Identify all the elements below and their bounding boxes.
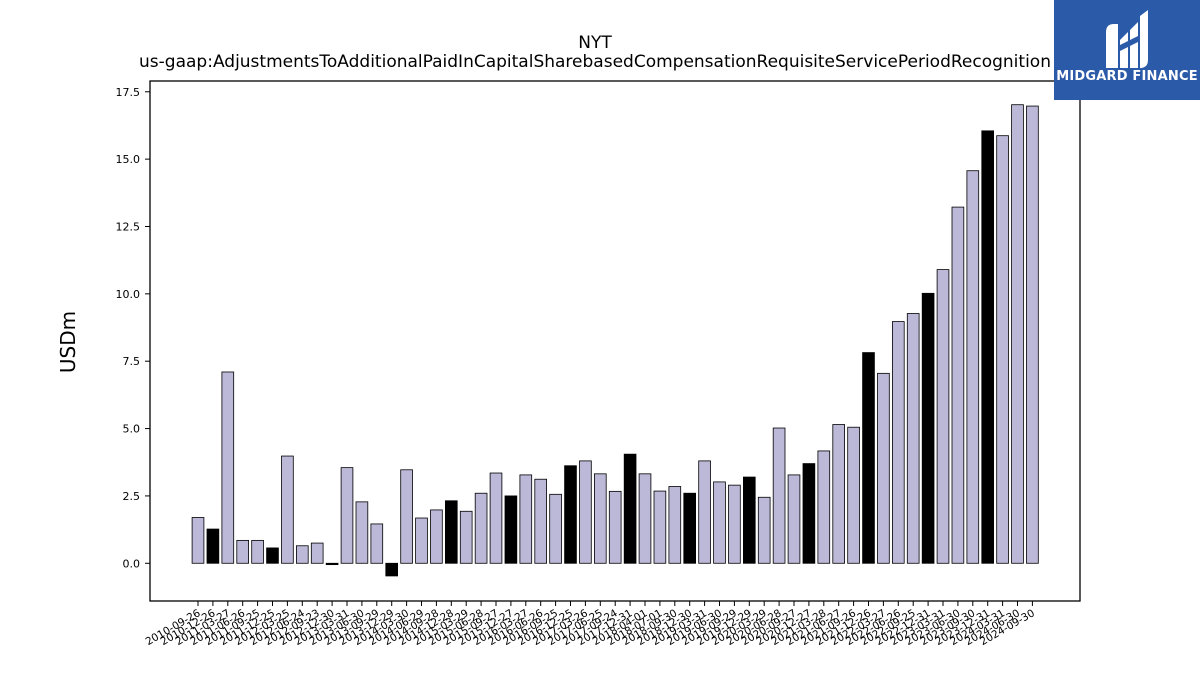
midgard-finance-logo: MIDGARD FINANCE [1054, 0, 1200, 100]
bar-2021-03-28 [817, 450, 831, 564]
midgard-logo-icon [1106, 10, 1148, 68]
bar-2020-09-27 [787, 474, 801, 564]
bar-2018-12-30 [683, 492, 696, 564]
bar-2015-03-29 [459, 510, 473, 564]
bar-2021-09-26 [847, 426, 860, 564]
bar-2024-09-30 [1026, 105, 1039, 564]
bar-2013-12-29 [385, 562, 398, 577]
bar-2012-06-24 [295, 545, 309, 564]
y-axis-label: USDm [56, 310, 80, 374]
bar-2012-09-23 [310, 542, 324, 564]
bar-2016-06-26 [534, 478, 547, 564]
bar-2013-09-29 [370, 523, 384, 564]
y-tick-label: 0.0 [123, 557, 141, 570]
bar-2021-06-27 [832, 424, 845, 564]
bar-2023-12-31 [981, 130, 994, 564]
chart-subtitle: us-gaap:AdjustmentsToAdditionalPaidInCap… [139, 52, 1051, 72]
bar-2024-06-30 [1011, 104, 1024, 564]
bar-2012-03-25 [281, 455, 294, 564]
bar-2012-12-30 [325, 562, 339, 566]
bar-2017-09-24 [608, 490, 622, 564]
y-tick-label: 5.0 [123, 423, 141, 436]
bar-2017-12-31 [623, 453, 637, 564]
bar-2020-12-27 [802, 463, 816, 564]
bar-2015-09-27 [489, 472, 503, 564]
bar-2010-09-26 [191, 517, 205, 564]
y-tick-label: 12.5 [116, 220, 141, 233]
bar-2016-12-25 [564, 465, 577, 564]
bar-2013-06-30 [355, 501, 369, 564]
y-tick-label: 10.0 [116, 288, 141, 301]
bar-2015-06-28 [474, 492, 488, 564]
bar-2018-07-01 [653, 490, 667, 564]
plot-frame [149, 80, 1081, 602]
bar-2021-12-26 [862, 352, 875, 564]
bar-2022-06-26 [892, 321, 905, 564]
bar-2019-03-31 [698, 460, 711, 564]
bar-2016-09-25 [549, 493, 562, 564]
bar-2015-12-27 [504, 495, 518, 564]
bar-2017-03-26 [579, 460, 592, 564]
x-axis: 2010-09-262010-12-262011-03-272011-06-26… [144, 601, 1037, 648]
bars [191, 104, 1039, 577]
bar-2014-03-30 [400, 469, 413, 564]
bar-2018-09-30 [668, 486, 682, 564]
bar-2019-12-29 [743, 476, 756, 564]
chart-title: NYT [578, 33, 612, 53]
y-tick-label: 2.5 [123, 490, 141, 503]
bar-2022-03-27 [877, 372, 890, 564]
bar-2017-06-25 [594, 473, 607, 564]
bar-2011-09-25 [251, 539, 264, 564]
bar-2010-12-26 [206, 528, 220, 564]
bar-2020-03-29 [757, 496, 771, 564]
bar-2011-03-27 [221, 371, 235, 564]
y-tick-label: 15.0 [116, 153, 141, 166]
bar-2011-12-25 [266, 547, 279, 564]
bar-2018-04-01 [638, 473, 652, 564]
bar-2014-06-29 [415, 517, 428, 564]
bar-2011-06-26 [236, 539, 250, 564]
bar-2022-09-25 [906, 313, 920, 564]
logo-text: MIDGARD FINANCE [1056, 69, 1198, 84]
bar-2014-09-28 [430, 509, 443, 564]
y-tick-label: 7.5 [123, 355, 141, 368]
bar-2023-03-31 [936, 269, 950, 564]
bar-2019-09-29 [728, 484, 741, 564]
bar-2023-09-30 [966, 170, 980, 564]
y-axis: 0.0 2.5 5.0 7.5 10.0 12.5 15.0 17.5 [116, 86, 150, 570]
y-tick-label: 17.5 [116, 86, 141, 99]
bar-2023-06-30 [951, 206, 965, 564]
bar-2022-12-31 [921, 292, 935, 564]
bar-2024-03-31 [996, 135, 1009, 564]
bar-2019-06-30 [713, 481, 726, 564]
bar-2016-03-27 [519, 474, 533, 564]
bar-2013-03-31 [340, 467, 354, 564]
bar-2014-12-28 [444, 500, 458, 564]
bar-2020-06-28 [772, 427, 786, 564]
